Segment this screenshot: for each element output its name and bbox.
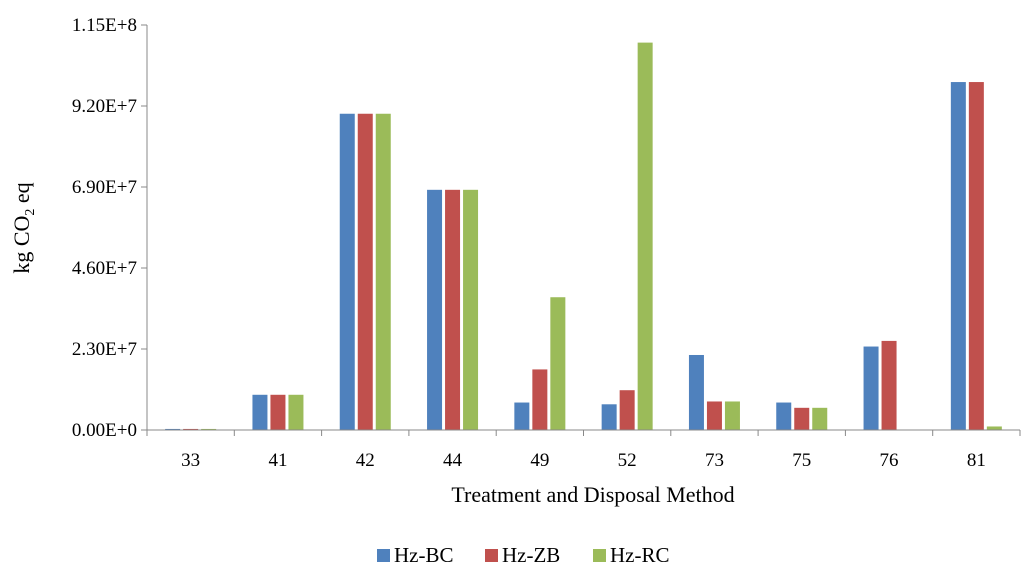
bar-hz-rc-41 bbox=[288, 394, 304, 430]
bar-hz-rc-42 bbox=[375, 113, 391, 430]
x-tick-label: 81 bbox=[967, 450, 986, 471]
x-tick-label: 75 bbox=[792, 450, 811, 471]
x-axis-ticks: 33 41 42 44 49 52 73 75 76 81 bbox=[146, 430, 1021, 471]
x-tick-label: 49 bbox=[530, 450, 549, 471]
legend-swatch-hz-rc bbox=[593, 549, 606, 562]
bar-hz-bc-44 bbox=[427, 189, 443, 430]
legend-label-hz-zb: Hz-ZB bbox=[502, 543, 560, 567]
bar-hz-bc-33 bbox=[165, 428, 181, 430]
bar-hz-rc-52 bbox=[637, 42, 653, 430]
bar-hz-zb-42 bbox=[357, 113, 373, 430]
legend-swatch-hz-zb bbox=[485, 549, 498, 562]
x-tick-label: 76 bbox=[880, 450, 899, 471]
bar-hz-bc-73 bbox=[688, 354, 704, 430]
y-tick-label: 2.30E+7 bbox=[72, 339, 137, 360]
legend-label-hz-rc: Hz-RC bbox=[610, 543, 670, 567]
bar-hz-rc-44 bbox=[463, 189, 479, 430]
bar-hz-bc-41 bbox=[252, 394, 268, 430]
bar-hz-bc-81 bbox=[950, 82, 966, 430]
x-tick-label: 44 bbox=[443, 450, 463, 471]
legend-label-hz-bc: Hz-BC bbox=[394, 543, 454, 567]
y-tick-label: 6.90E+7 bbox=[72, 177, 137, 198]
bar-hz-zb-73 bbox=[706, 401, 722, 430]
bar-hz-rc-81 bbox=[986, 426, 1002, 430]
y-tick-label: 4.60E+7 bbox=[72, 258, 137, 279]
x-axis-label: Treatment and Disposal Method bbox=[451, 482, 734, 507]
y-axis-label-tail: eq bbox=[9, 182, 34, 208]
bar-hz-rc-73 bbox=[724, 401, 740, 430]
x-tick-label: 33 bbox=[181, 450, 200, 471]
y-axis-ticks: 0.00E+0 2.30E+7 4.60E+7 6.90E+7 9.20E+7 1.15E… bbox=[72, 15, 147, 441]
legend: Hz-BC Hz-ZB Hz-RC bbox=[377, 543, 670, 567]
legend-swatch-hz-bc bbox=[377, 549, 390, 562]
x-tick-label: 73 bbox=[705, 450, 724, 471]
bar-hz-bc-76 bbox=[863, 346, 879, 430]
bar-hz-bc-75 bbox=[776, 402, 792, 430]
x-tick-label: 52 bbox=[618, 450, 637, 471]
y-axis-label: kg CO2 eq bbox=[9, 182, 38, 273]
bar-hz-rc-75 bbox=[812, 407, 828, 430]
bar-hz-zb-76 bbox=[881, 340, 897, 430]
y-tick-label: 9.20E+7 bbox=[72, 96, 137, 117]
y-tick-label: 0.00E+0 bbox=[72, 420, 137, 441]
bar-hz-bc-52 bbox=[601, 404, 617, 430]
bar-hz-rc-49 bbox=[550, 297, 566, 430]
x-tick-label: 42 bbox=[356, 450, 375, 471]
bar-hz-bc-49 bbox=[514, 402, 530, 430]
bar-hz-zb-81 bbox=[968, 82, 984, 430]
y-tick-label: 1.15E+8 bbox=[72, 15, 137, 36]
bar-hz-zb-33 bbox=[183, 428, 199, 430]
bar-hz-zb-52 bbox=[619, 390, 635, 430]
bar-hz-zb-41 bbox=[270, 394, 286, 430]
bar-hz-zb-75 bbox=[794, 407, 810, 430]
y-axis-label-subscript: 2 bbox=[23, 209, 38, 216]
bar-hz-rc-33 bbox=[201, 428, 217, 430]
bar-hz-zb-49 bbox=[532, 369, 548, 430]
x-tick-label: 41 bbox=[268, 450, 287, 471]
y-axis-label-main: kg CO bbox=[9, 216, 34, 274]
bar-hz-bc-42 bbox=[339, 113, 355, 430]
bars-layer bbox=[165, 42, 1002, 430]
bar-hz-zb-44 bbox=[445, 189, 461, 430]
